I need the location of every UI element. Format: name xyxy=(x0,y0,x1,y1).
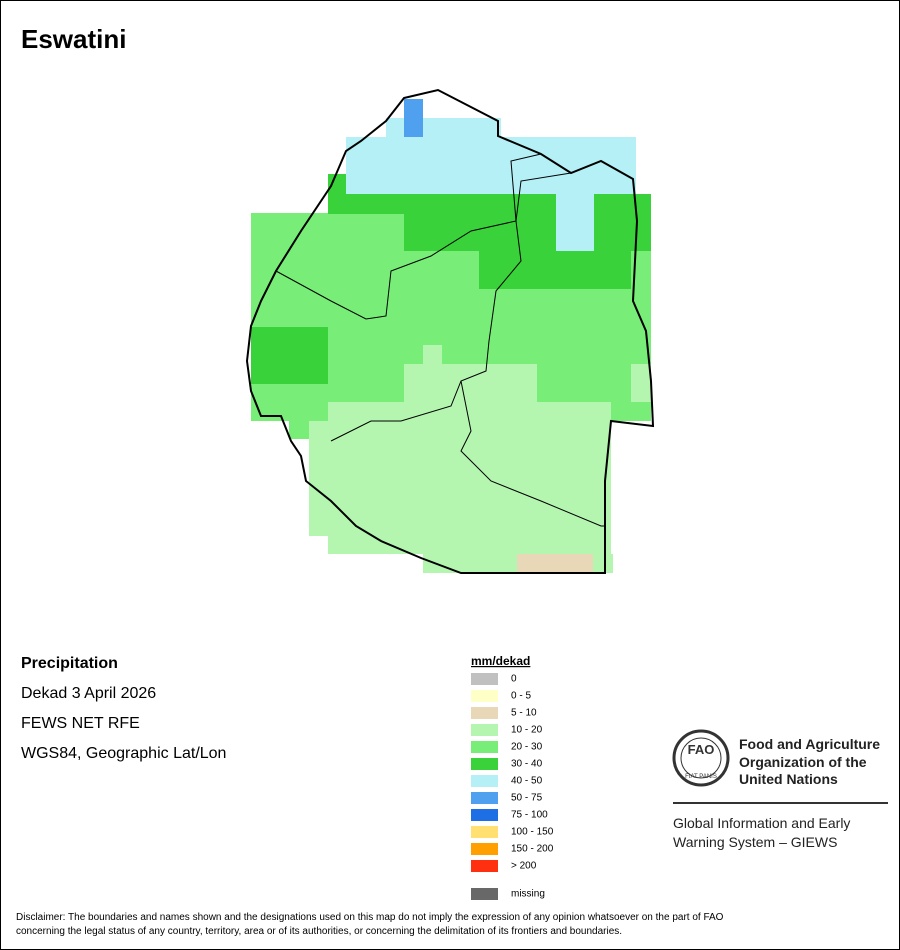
raster-cell xyxy=(517,554,593,573)
map-title: Eswatini xyxy=(21,24,126,54)
legend-label: 50 - 75 xyxy=(511,793,543,804)
system-name: Global Information and Early xyxy=(673,815,850,831)
org-name: Food and Agriculture xyxy=(739,736,880,752)
legend-swatch xyxy=(471,724,498,736)
raster-cell xyxy=(251,327,328,384)
legend-swatch xyxy=(471,809,498,821)
legend-swatch xyxy=(471,758,498,770)
legend-label: 100 - 150 xyxy=(511,827,554,838)
legend-swatch xyxy=(471,707,498,719)
disclaimer: concerning the legal status of any count… xyxy=(16,926,622,937)
precipitation-raster xyxy=(251,99,651,573)
legend-label: 150 - 200 xyxy=(511,844,554,855)
org-name: Organization of the xyxy=(739,754,867,770)
info-line: Dekad 3 April 2026 xyxy=(21,685,156,702)
raster-cell xyxy=(289,421,309,439)
legend-swatch xyxy=(471,826,498,838)
legend-swatch xyxy=(471,843,498,855)
legend-label: 0 xyxy=(511,674,517,685)
legend: 0 0 - 5 5 - 10 10 - 20 20 - 30 30 - 40 40 - 50… xyxy=(471,673,554,900)
region-borders xyxy=(275,153,605,527)
legend-swatch xyxy=(471,860,498,872)
legend-label: 10 - 20 xyxy=(511,725,543,736)
system-name: Warning System – GIEWS xyxy=(673,834,837,850)
legend-swatch xyxy=(471,888,498,900)
legend-label: 40 - 50 xyxy=(511,776,543,787)
raster-cell xyxy=(309,421,329,536)
logo-motto: FIAT PANIS xyxy=(685,774,717,780)
org-name: United Nations xyxy=(739,771,838,787)
legend-label: 20 - 30 xyxy=(511,742,543,753)
legend-label: > 200 xyxy=(511,861,537,872)
raster-cell xyxy=(479,251,631,289)
legend-title: mm/dekad xyxy=(471,654,530,668)
raster-cell xyxy=(346,137,636,194)
legend-swatch xyxy=(471,792,498,804)
legend-label: 30 - 40 xyxy=(511,759,543,770)
logo-emblem: FAO xyxy=(688,742,715,757)
raster-cell xyxy=(347,536,611,554)
legend-label: 75 - 100 xyxy=(511,810,548,821)
legend-swatch xyxy=(471,690,498,702)
legend-label: missing xyxy=(511,889,545,900)
disclaimer: Disclaimer: The boundaries and names sho… xyxy=(16,912,724,923)
info-heading: Precipitation xyxy=(21,655,118,672)
raster-cell xyxy=(631,364,651,402)
raster-cell xyxy=(594,194,651,251)
fao-logo: FAO FIAT PANIS Food and Agriculture Orga… xyxy=(672,729,888,850)
info-line: FEWS NET RFE xyxy=(21,715,140,732)
legend-swatch xyxy=(471,673,498,685)
legend-swatch xyxy=(471,775,498,787)
legend-swatch xyxy=(471,741,498,753)
raster-cell xyxy=(423,345,442,365)
raster-cell xyxy=(386,118,501,138)
legend-label: 0 - 5 xyxy=(511,691,531,702)
raster-cell xyxy=(404,99,423,137)
raster-cell xyxy=(556,194,594,251)
info-line: WGS84, Geographic Lat/Lon xyxy=(21,745,226,762)
raster-cell xyxy=(328,402,611,554)
raster-cell xyxy=(271,269,331,289)
legend-label: 5 - 10 xyxy=(511,708,537,719)
